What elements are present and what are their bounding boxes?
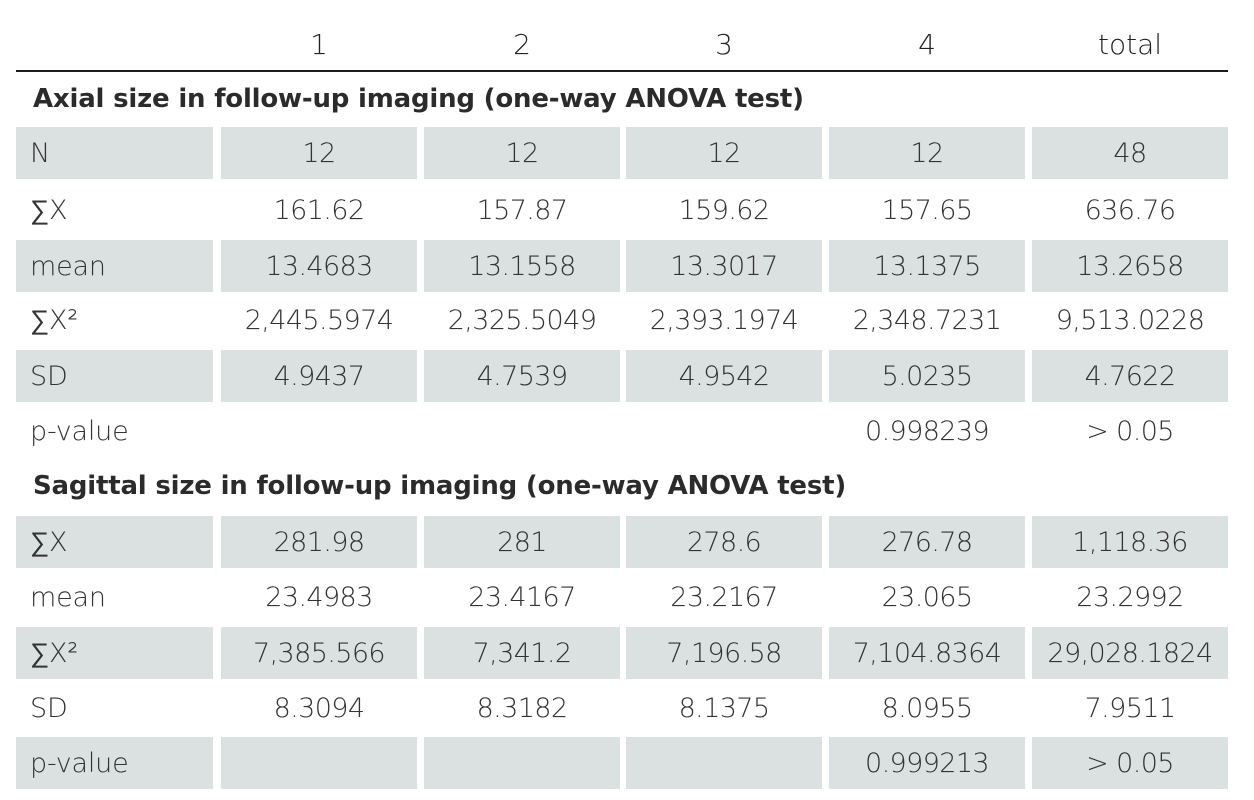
- table-cell: 7,104.8364: [829, 627, 1025, 679]
- table-cell: 281: [424, 516, 620, 568]
- table-row: ∑X² 2,445.5974 2,325.5049 2,393.1974 2,3…: [16, 294, 1228, 346]
- row-label: SD: [30, 692, 68, 724]
- table-cell: 2,348.7231: [852, 304, 1002, 336]
- row-label: N: [16, 127, 213, 179]
- row-label: mean: [30, 581, 106, 613]
- header-cell-group-4: 4: [918, 28, 936, 61]
- header-cell-group-1: 1: [310, 28, 328, 61]
- table-cell: [424, 737, 620, 789]
- table-cell: 23.2992: [1076, 581, 1184, 613]
- header-cell-group-2: 2: [513, 28, 531, 61]
- header-cell-group-3: 3: [715, 28, 733, 61]
- section-title-sagittal: Sagittal size in follow-up imaging (one-…: [33, 471, 847, 501]
- table-cell: 4.7622: [1032, 350, 1228, 402]
- table-row: p-value 0.998239 > 0.05: [16, 405, 1228, 457]
- table-cell: 23.065: [881, 581, 973, 613]
- row-label: p-value: [30, 415, 129, 447]
- table-cell: [626, 405, 822, 457]
- table-cell: 157.87: [476, 194, 568, 226]
- table-cell: > 0.05: [1086, 415, 1174, 447]
- table-cell: 636.76: [1084, 194, 1176, 226]
- table-row: ∑X² 7,385.566 7,341.2 7,196.58 7,104.836…: [16, 627, 1228, 679]
- table-row: SD 4.9437 4.7539 4.9542 5.0235 4.7622: [16, 350, 1228, 402]
- table-cell: [221, 405, 417, 457]
- section-title-axial: Axial size in follow-up imaging (one-way…: [33, 84, 804, 114]
- table-cell: > 0.05: [1032, 737, 1228, 789]
- table-cell: 159.62: [678, 194, 770, 226]
- table-cell: [424, 405, 620, 457]
- table-cell: [626, 737, 822, 789]
- header-cell-total: total: [1097, 28, 1163, 61]
- table-cell: 4.9542: [626, 350, 822, 402]
- table-cell: 9,513.0228: [1055, 304, 1205, 336]
- row-label: SD: [16, 350, 213, 402]
- table-cell: 2,325.5049: [447, 304, 597, 336]
- table-cell: 8.3094: [273, 692, 365, 724]
- table-cell: 5.0235: [829, 350, 1025, 402]
- table-row: p-value 0.999213 > 0.05: [16, 737, 1228, 789]
- table-cell: 23.4167: [468, 581, 576, 613]
- row-label: p-value: [16, 737, 213, 789]
- table-cell: 23.4983: [265, 581, 373, 613]
- row-label: ∑X²: [30, 304, 78, 336]
- table-header-row: 1 2 3 4 total: [16, 24, 1228, 72]
- table-row: ∑X 281.98 281 278.6 276.78 1,118.36: [16, 516, 1228, 568]
- table-cell: 7,341.2: [424, 627, 620, 679]
- table-cell: 13.4683: [221, 240, 417, 292]
- table-cell: 13.1375: [829, 240, 1025, 292]
- table-cell: 161.62: [273, 194, 365, 226]
- table-cell: 12: [424, 127, 620, 179]
- table-cell: 4.9437: [221, 350, 417, 402]
- row-label: ∑X: [16, 516, 213, 568]
- table-cell: 0.999213: [829, 737, 1025, 789]
- table-cell: 29,028.1824: [1032, 627, 1228, 679]
- table-cell: 0.998239: [864, 415, 990, 447]
- table-cell: 2,445.5974: [244, 304, 394, 336]
- table-cell: 278.6: [626, 516, 822, 568]
- table-cell: 7,196.58: [626, 627, 822, 679]
- table-row: SD 8.3094 8.3182 8.1375 8.0955 7.9511: [16, 682, 1228, 734]
- table-cell: 1,118.36: [1032, 516, 1228, 568]
- table-cell: 157.65: [881, 194, 973, 226]
- table-cell: [221, 737, 417, 789]
- table-row: ∑X 161.62 157.87 159.62 157.65 636.76: [16, 184, 1228, 236]
- table-cell: 13.1558: [424, 240, 620, 292]
- row-label: ∑X²: [16, 627, 213, 679]
- table-cell: 8.1375: [678, 692, 770, 724]
- table-cell: 281.98: [221, 516, 417, 568]
- table-row: mean 23.4983 23.4167 23.2167 23.065 23.2…: [16, 571, 1228, 623]
- table-cell: 13.2658: [1032, 240, 1228, 292]
- table-cell: 13.3017: [626, 240, 822, 292]
- row-label: mean: [16, 240, 213, 292]
- table-cell: 12: [626, 127, 822, 179]
- table-cell: 276.78: [829, 516, 1025, 568]
- table-cell: 7.9511: [1084, 692, 1176, 724]
- table-cell: 8.0955: [881, 692, 973, 724]
- table-cell: 48: [1032, 127, 1228, 179]
- table-cell: 12: [221, 127, 417, 179]
- row-label: ∑X: [30, 194, 68, 226]
- table-cell: 4.7539: [424, 350, 620, 402]
- table-cell: 7,385.566: [221, 627, 417, 679]
- table-cell: 2,393.1974: [649, 304, 799, 336]
- table-cell: 12: [829, 127, 1025, 179]
- table-row: N 12 12 12 12 48: [16, 127, 1228, 179]
- table-cell: 23.2167: [670, 581, 778, 613]
- table-row: mean 13.4683 13.1558 13.3017 13.1375 13.…: [16, 240, 1228, 292]
- table-cell: 8.3182: [476, 692, 568, 724]
